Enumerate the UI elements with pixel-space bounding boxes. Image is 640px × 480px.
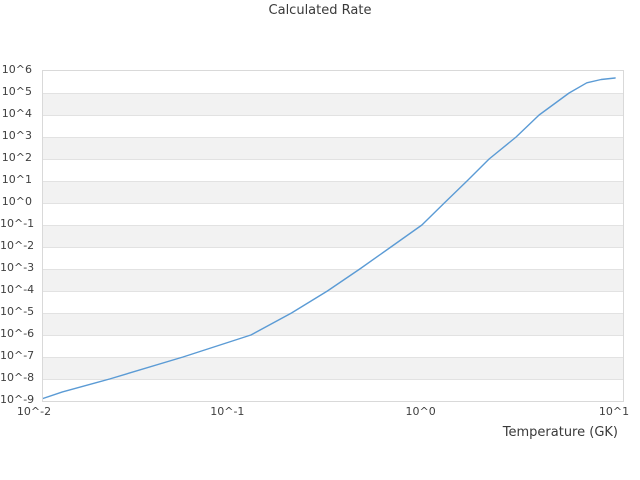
rate-line <box>43 77 616 400</box>
y-gridline <box>43 246 623 248</box>
y-tick-label: 10^-6 <box>0 327 35 340</box>
plot-band <box>43 379 623 401</box>
y-gridline <box>43 114 623 116</box>
plot-band <box>43 357 623 379</box>
plot-band <box>43 159 623 181</box>
plot-area <box>42 70 624 402</box>
plot-band <box>43 313 623 335</box>
y-tick-label: 10^-5 <box>0 305 35 318</box>
x-tick-label: 10^-2 <box>16 405 52 418</box>
y-tick-label: 10^-2 <box>0 239 35 252</box>
plot-band <box>43 225 623 247</box>
y-gridline <box>43 158 623 160</box>
y-tick-label: 10^5 <box>1 85 32 98</box>
plot-band <box>43 291 623 313</box>
plot-band <box>43 93 623 115</box>
y-gridline <box>43 312 623 314</box>
y-tick-label: 10^1 <box>1 173 32 186</box>
x-tick-label: 10^-1 <box>210 405 245 418</box>
y-gridline <box>43 334 623 336</box>
y-tick-label: 10^-8 <box>0 371 35 384</box>
plot-band <box>43 335 623 357</box>
y-gridline <box>43 290 623 292</box>
y-gridline <box>43 202 623 204</box>
chart-title: Calculated Rate <box>268 3 372 18</box>
plot-band <box>43 269 623 291</box>
x-tick-label: 10^0 <box>405 405 436 418</box>
y-tick-label: 10^3 <box>1 129 32 142</box>
plot-band <box>43 181 623 203</box>
y-tick-label: 10^6 <box>1 63 32 76</box>
plot-band <box>43 203 623 225</box>
plot-band <box>43 137 623 159</box>
plot-band <box>43 115 623 137</box>
y-gridline <box>43 136 623 138</box>
y-tick-label: 10^0 <box>1 195 32 208</box>
y-gridline <box>43 268 623 270</box>
y-gridline <box>43 224 623 226</box>
y-tick-label: 10^-3 <box>0 261 35 274</box>
y-tick-label: 10^-9 <box>0 393 35 406</box>
y-gridline <box>43 378 623 380</box>
y-tick-label: 10^2 <box>1 151 32 164</box>
y-gridline <box>43 356 623 358</box>
plot-band <box>43 71 623 93</box>
y-gridline <box>43 92 623 94</box>
x-tick-label: 10^1 <box>598 405 630 418</box>
y-tick-label: 10^-1 <box>0 217 35 230</box>
y-gridline <box>43 180 623 182</box>
y-tick-label: 10^4 <box>1 107 32 120</box>
x-axis-title: Temperature (GK) <box>502 425 618 440</box>
plot-band <box>43 247 623 269</box>
y-tick-label: 10^-4 <box>0 283 35 296</box>
y-tick-label: 10^-7 <box>0 349 35 362</box>
rate-curve <box>43 77 616 400</box>
